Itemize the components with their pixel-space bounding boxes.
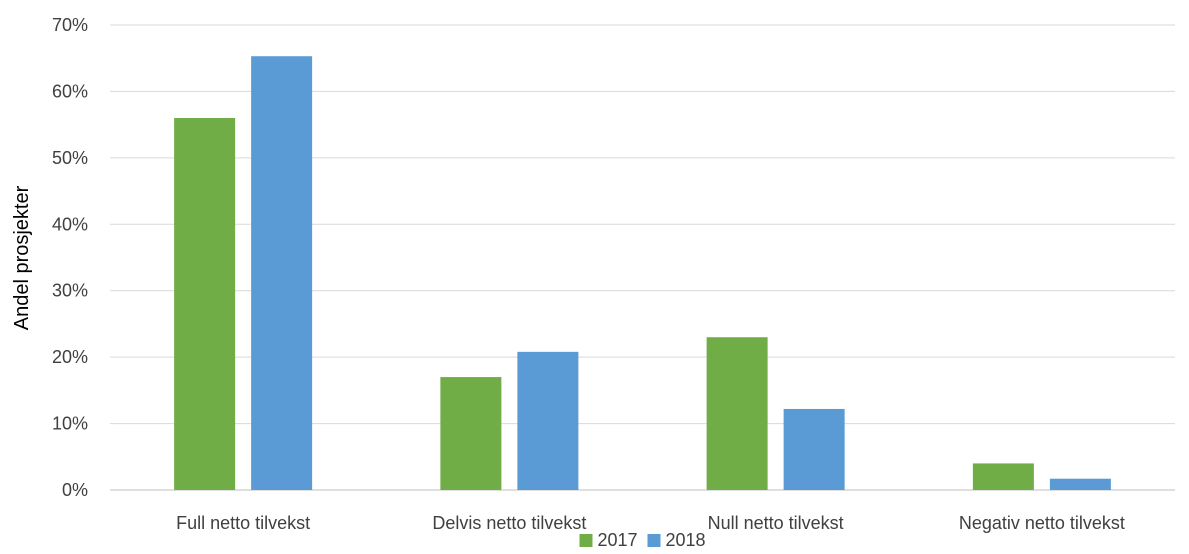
y-tick-label: 0% — [62, 480, 88, 500]
bar-2018-3 — [1049, 478, 1111, 490]
bar-2018-0 — [251, 56, 313, 490]
y-axis-title: Andel prosjekter — [11, 185, 33, 330]
bar-2018-1 — [517, 351, 579, 490]
bar-2017-1 — [440, 377, 502, 490]
y-tick-label: 50% — [52, 148, 88, 168]
bar-2017-3 — [972, 463, 1034, 490]
x-tick-label: Full netto tilvekst — [176, 513, 310, 533]
x-tick-label: Negativ netto tilvekst — [959, 513, 1125, 533]
legend-label-2018: 2018 — [666, 530, 706, 550]
bar-2017-0 — [174, 118, 236, 490]
x-tick-label: Null netto tilvekst — [708, 513, 844, 533]
legend-swatch-2018 — [647, 534, 661, 547]
y-tick-label: 40% — [52, 214, 88, 234]
bar-2017-2 — [706, 337, 768, 490]
y-axis-tick-labels: 0% 10% 20% 30% 40% 50% 60% 70% — [52, 15, 88, 500]
legend-label-2017: 2017 — [598, 530, 638, 550]
x-tick-label: Delvis netto tilvekst — [432, 513, 586, 533]
legend: 2017 2018 — [579, 530, 706, 550]
y-tick-label: 20% — [52, 347, 88, 367]
y-tick-label: 60% — [52, 81, 88, 101]
y-tick-label: 30% — [52, 281, 88, 301]
y-tick-label: 10% — [52, 414, 88, 434]
bars — [174, 56, 1111, 490]
x-axis-tick-labels: Full netto tilvekst Delvis netto tilvekst… — [176, 513, 1125, 533]
y-tick-label: 70% — [52, 15, 88, 35]
bar-2018-2 — [783, 408, 845, 490]
legend-swatch-2017 — [579, 534, 593, 547]
